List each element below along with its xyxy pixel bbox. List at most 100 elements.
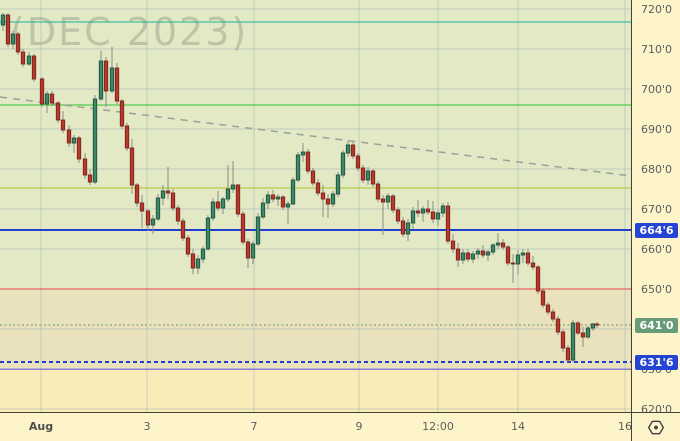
candle-up xyxy=(440,205,446,214)
candle-up xyxy=(345,144,351,154)
candlestick-chart[interactable]: (DEC 2023) xyxy=(0,0,631,412)
candle-down xyxy=(180,220,186,239)
candle-up xyxy=(225,188,231,200)
candle-up xyxy=(520,252,526,256)
candle-down xyxy=(31,55,37,80)
candle-up xyxy=(295,154,301,181)
candle-down xyxy=(575,322,581,334)
candle-up xyxy=(220,198,226,209)
candle-up xyxy=(495,242,501,246)
candle-down xyxy=(15,33,21,53)
chart-pane[interactable]: (DEC 2023) xyxy=(0,0,631,412)
trendline-dashed xyxy=(0,96,631,177)
axis-corner xyxy=(631,412,680,441)
candle-up xyxy=(155,197,161,220)
candle-down xyxy=(565,347,571,361)
candle-up xyxy=(515,254,521,265)
time-axis[interactable]: Aug 3 7 9 12:00 14 16 xyxy=(0,412,632,441)
candle-up xyxy=(405,222,411,235)
candle-up xyxy=(230,184,236,190)
candle-down xyxy=(465,252,471,260)
candle-up xyxy=(290,179,296,205)
candle-down xyxy=(235,184,241,215)
candle-up xyxy=(0,14,6,26)
candle-down xyxy=(320,192,326,200)
candle-down xyxy=(510,262,516,265)
candle-down xyxy=(119,100,125,127)
candle-down xyxy=(380,198,386,203)
candle-up xyxy=(485,251,491,256)
candle-up xyxy=(385,195,391,203)
candle-down xyxy=(535,266,541,292)
candle-down xyxy=(170,192,176,209)
time-tick-label: 16 xyxy=(618,420,632,433)
candle-down xyxy=(390,195,396,211)
candle-up xyxy=(570,322,576,361)
candle-up xyxy=(10,33,16,45)
candle-down xyxy=(124,125,130,149)
candle-up xyxy=(26,55,32,65)
candle-down xyxy=(395,209,401,222)
candle-up xyxy=(285,203,291,208)
candle-down xyxy=(5,14,11,45)
candle-down xyxy=(310,170,316,184)
candle-down xyxy=(39,78,45,105)
candle-down xyxy=(530,262,536,268)
candle-down xyxy=(49,93,55,104)
candle-down xyxy=(20,51,26,65)
candle-down xyxy=(415,210,421,214)
candle-down xyxy=(315,182,321,194)
candle-down xyxy=(66,129,72,144)
candle-up xyxy=(71,137,77,144)
candle-down xyxy=(145,210,151,226)
candle-down xyxy=(480,250,486,256)
price-axis[interactable]: 720'0 710'0 700'0 690'0 680'0 670'0 660'0 650'0… xyxy=(631,0,680,416)
candles-group xyxy=(0,13,600,362)
candle-up xyxy=(475,250,481,255)
candle-up xyxy=(460,252,466,261)
price-level-lines xyxy=(0,21,631,370)
candle-up xyxy=(420,208,426,214)
candle-down xyxy=(505,246,511,264)
candle-up xyxy=(335,174,341,195)
candle-down xyxy=(165,190,171,194)
candle-down xyxy=(76,137,82,160)
candle-up xyxy=(255,216,261,245)
candle-down xyxy=(355,155,361,169)
candle-down xyxy=(375,183,381,200)
candle-up xyxy=(470,253,476,260)
price-tick-label: 690'0 xyxy=(641,122,673,136)
candle-up xyxy=(265,194,271,204)
candle-up xyxy=(150,218,156,226)
candle-down xyxy=(114,67,120,102)
price-tick-label: 710'0 xyxy=(641,42,673,56)
candle-down xyxy=(425,208,431,213)
candle-down xyxy=(305,151,311,172)
candle-down xyxy=(215,201,221,209)
candle-up xyxy=(435,212,441,220)
candle-down xyxy=(139,202,145,212)
candle-down xyxy=(500,242,506,248)
candle-down xyxy=(555,318,561,333)
candle-down xyxy=(350,144,356,157)
candle-up xyxy=(340,152,346,176)
price-tick-label: 650'0 xyxy=(641,282,673,296)
candle-down xyxy=(185,237,191,255)
lower-yellow-zone xyxy=(0,369,631,412)
time-tick-label: Aug xyxy=(28,420,54,433)
candle-down xyxy=(245,241,251,259)
price-tick-label: 670'0 xyxy=(641,202,673,216)
scale-settings-button[interactable] xyxy=(647,419,665,436)
background-zones xyxy=(0,0,631,412)
candle-up xyxy=(490,244,496,253)
candle-down xyxy=(550,311,556,320)
upper-green-zone xyxy=(0,0,631,289)
price-tick-label: 660'0 xyxy=(641,242,673,256)
time-tick-label: 14 xyxy=(511,420,525,433)
candle-down xyxy=(103,60,109,92)
candle-up xyxy=(250,243,256,259)
candle-down xyxy=(360,167,366,181)
candle-down xyxy=(129,147,135,186)
candle-up xyxy=(160,190,166,199)
